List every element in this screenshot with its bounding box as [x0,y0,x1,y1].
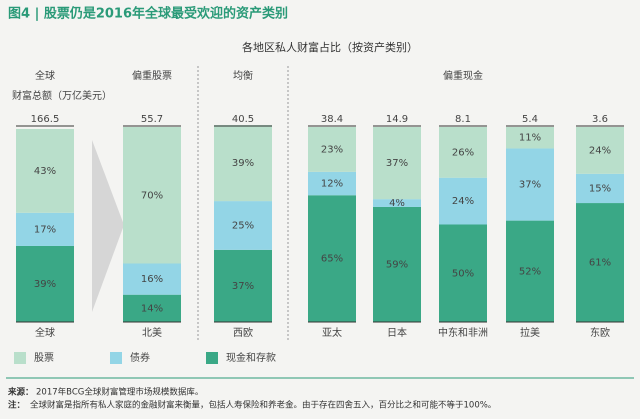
bar-segment [123,263,181,295]
legend-label: 股票 [34,352,54,364]
value-label: 4% [389,198,405,209]
x-tick-label: 亚太 [322,326,342,339]
chart-title: 图4 | 股票仍是2016年全球最受欢迎的资产类别 [8,6,288,22]
value-label: 37% [232,281,254,292]
value-label: 23% [321,144,343,155]
total-label: 14.9 [386,114,408,125]
bar-segment [214,249,272,322]
value-label: 25% [232,220,254,231]
bar-segment [16,128,74,213]
value-label: 16% [141,274,163,285]
x-tick-label: 北美 [142,326,162,339]
note-label: 注： [8,400,25,411]
value-label: 12% [321,179,343,190]
x-tick-label: 全球 [35,326,55,339]
value-label: 52% [519,266,541,277]
bar-segment [308,195,356,322]
legend-swatch [110,352,122,364]
bar-segment [506,148,554,221]
x-tick-label: 日本 [387,326,407,339]
value-label: 59% [386,259,408,270]
group-label: 偏重股票 [132,69,172,82]
value-label: 50% [452,268,474,279]
group-label: 均衡 [233,70,253,82]
note: 全球财富是指所有私人家庭的金融财富来衡量，包括人寿保险和养老金。由于存在四舍五入… [30,400,496,411]
value-label: 65% [321,254,343,265]
x-tick-label: 西欧 [233,327,253,339]
value-label: 61% [589,258,611,269]
source: 2017年BCG全球财富管理市场规模数据库。 [36,387,203,398]
total-label: 8.1 [455,114,471,125]
bar-segment [373,199,421,207]
bar-segment [123,127,181,264]
x-tick-label: 中东和非洲 [438,326,488,339]
total-label: 166.5 [31,114,60,125]
bar-segment [373,127,421,200]
value-label: 39% [34,279,56,290]
bar-segment [16,212,74,246]
bar-segment [439,127,487,178]
total-label: 40.5 [232,114,254,125]
bar-segment [506,220,554,322]
bar-segment [506,127,554,149]
value-label: 17% [34,224,56,235]
legend-label: 债券 [130,351,150,364]
value-label: 37% [519,180,541,191]
x-tick-label: 拉美 [520,326,540,339]
bar-segment [576,203,624,322]
value-label: 39% [232,158,254,169]
group-label: 偏重现金 [443,69,483,82]
value-label: 15% [589,183,611,194]
bar-segment [373,206,421,322]
bar-segment [308,127,356,172]
bar-segment [576,173,624,204]
value-label: 26% [452,147,474,158]
bar-segment [308,171,356,196]
bar-segment [439,177,487,225]
bar-segment [123,294,181,322]
bar-segment [214,125,272,202]
value-label: 14% [141,303,163,314]
legend-label: 现金和存款 [226,351,276,364]
group-label: 全球 [35,69,55,82]
x-tick-label: 东欧 [590,326,610,339]
value-label: 37% [386,158,408,169]
total-label: 5.4 [522,114,538,125]
bar-segment [214,201,272,250]
bar-segment [439,224,487,322]
total-label: 3.6 [592,114,608,125]
legend-swatch [206,352,218,364]
total-axis-label: 财富总额（万亿美元） [12,89,112,102]
value-label: 43% [34,166,56,177]
total-label: 38.4 [321,114,343,125]
value-label: 24% [452,196,474,207]
source-label: 来源： [7,387,34,398]
bar-segment [576,127,624,174]
value-label: 11% [519,133,541,144]
value-label: 24% [589,145,611,156]
bar-segment [16,245,74,322]
total-label: 55.7 [141,114,163,125]
chart-subtitle: 各地区私人财富占比（按资产类别） [242,40,418,54]
legend-swatch [14,352,26,364]
arrow [92,140,124,312]
value-label: 70% [141,190,163,201]
